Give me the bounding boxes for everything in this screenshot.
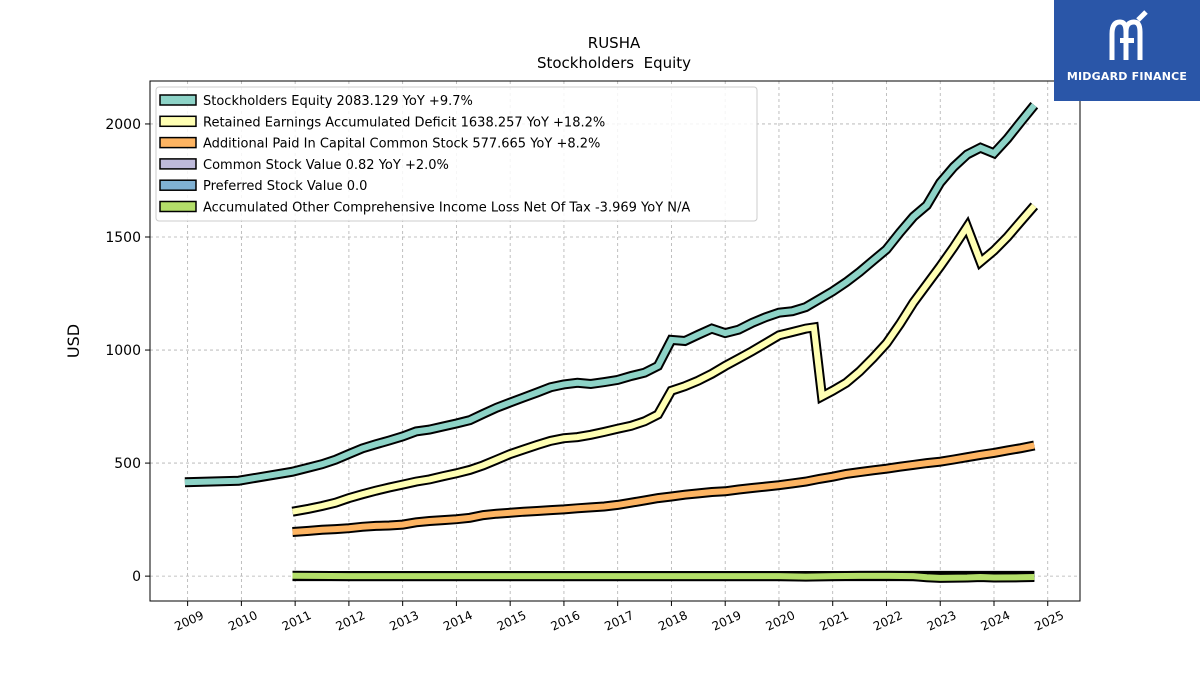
x-tick-label: 2012 <box>334 608 368 634</box>
legend-label: Stockholders Equity 2083.129 YoY +9.7% <box>203 94 473 109</box>
y-tick-label: 2000 <box>105 117 141 133</box>
plot-area-frame <box>149 80 1081 602</box>
y-tick-label: 0 <box>132 569 141 585</box>
midgard-logo-icon <box>1109 10 1148 60</box>
series-line <box>292 572 1035 581</box>
x-tick-label: 2025 <box>1032 608 1066 634</box>
legend-label: Accumulated Other Comprehensive Income L… <box>203 201 690 216</box>
legend-label: Additional Paid In Capital Common Stock … <box>203 137 600 152</box>
x-tick-label: 2009 <box>172 608 206 634</box>
y-tick-label: 500 <box>114 456 141 472</box>
series-line <box>184 103 1037 486</box>
x-tick-label: 2015 <box>495 608 529 634</box>
series-line <box>291 203 1037 515</box>
legend-swatch <box>159 158 197 170</box>
series-lines <box>184 102 1039 583</box>
y-tick-label: 1500 <box>105 230 141 246</box>
legend-swatch <box>159 94 197 106</box>
x-tick-label: 2019 <box>710 608 744 634</box>
x-tick-label: 2014 <box>441 608 475 634</box>
x-tick-label: 2022 <box>871 608 905 634</box>
legend-label: Retained Earnings Accumulated Deficit 16… <box>203 115 605 130</box>
chart-title: RUSHA <box>588 34 641 52</box>
x-tick-label: 2013 <box>387 608 421 634</box>
brand-name: MIDGARD FINANCE <box>1066 70 1188 83</box>
legend-label: Preferred Stock Value 0.0 <box>203 179 367 194</box>
x-tick-label: 2016 <box>549 608 583 634</box>
x-tick-label: 2020 <box>764 608 798 634</box>
y-axis-label: USD <box>64 324 83 358</box>
x-tick-label: 2021 <box>817 608 851 634</box>
x-tick-label: 2017 <box>602 608 636 634</box>
legend-box <box>155 86 758 222</box>
legend-swatch <box>159 136 197 149</box>
chart-subtitle: Stockholders Equity <box>537 54 691 72</box>
x-tick-label: 2011 <box>280 608 314 634</box>
x-tick-label: 2024 <box>979 608 1013 634</box>
x-tick-label: 2023 <box>925 608 959 634</box>
legend-swatch <box>159 115 197 128</box>
legend-label: Common Stock Value 0.82 YoY +2.0% <box>203 158 449 173</box>
x-tick-label: 2010 <box>226 608 260 634</box>
series-line <box>292 442 1035 535</box>
x-tick-label: 2018 <box>656 608 690 634</box>
legend-swatch <box>159 179 197 191</box>
legend-swatch <box>159 200 197 213</box>
brand-logo: MIDGARD FINANCE <box>1054 0 1200 101</box>
y-tick-label: 1000 <box>105 343 141 359</box>
legend: Stockholders Equity 2083.129 YoY +9.7% Re… <box>155 86 758 222</box>
